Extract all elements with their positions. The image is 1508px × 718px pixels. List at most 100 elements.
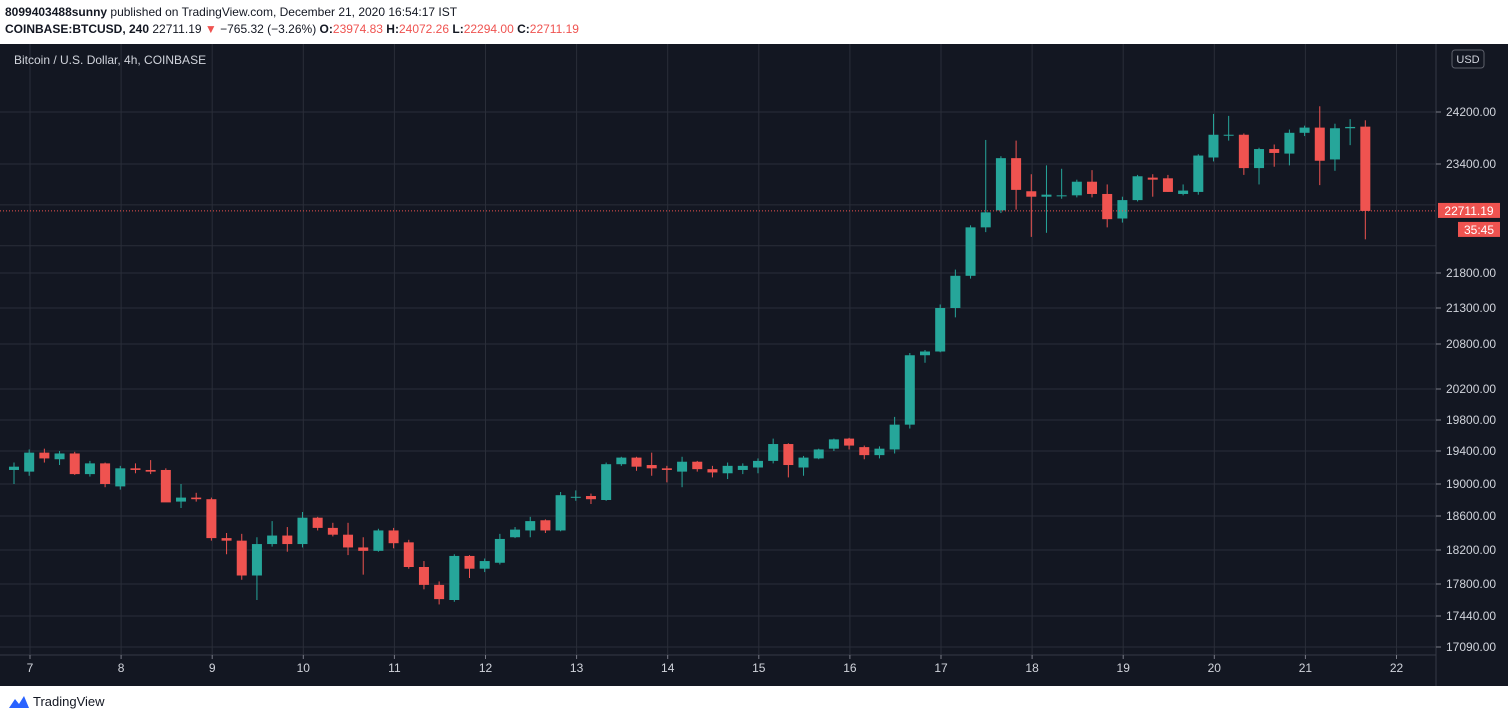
candle[interactable] bbox=[874, 446, 885, 459]
candle[interactable] bbox=[1314, 106, 1325, 186]
candle[interactable] bbox=[312, 516, 323, 531]
candle[interactable] bbox=[494, 533, 505, 565]
candle[interactable] bbox=[1026, 174, 1037, 237]
candle[interactable] bbox=[920, 350, 930, 363]
candle[interactable] bbox=[1329, 123, 1340, 171]
candle[interactable] bbox=[1269, 144, 1280, 167]
candle[interactable] bbox=[1299, 125, 1310, 137]
candle[interactable] bbox=[267, 521, 278, 547]
candle[interactable] bbox=[115, 465, 126, 490]
candle[interactable] bbox=[84, 460, 95, 477]
candle[interactable] bbox=[1284, 129, 1295, 166]
candle[interactable] bbox=[1056, 168, 1067, 199]
candle[interactable] bbox=[69, 451, 80, 475]
candle[interactable] bbox=[707, 465, 718, 478]
candle[interactable] bbox=[525, 516, 536, 538]
candle[interactable] bbox=[737, 463, 748, 475]
candle-body bbox=[1345, 126, 1356, 129]
candlestick-chart[interactable]: 17090.00 17440.00 17800.00 18200.00 18600.00… bbox=[0, 44, 1508, 686]
candle[interactable] bbox=[661, 465, 672, 483]
candle[interactable] bbox=[677, 456, 688, 488]
candle[interactable] bbox=[555, 492, 566, 532]
candle[interactable] bbox=[388, 527, 399, 549]
candle[interactable] bbox=[221, 533, 232, 555]
candle[interactable] bbox=[646, 452, 657, 476]
candle[interactable] bbox=[358, 537, 369, 575]
tradingview-brand[interactable]: TradingView bbox=[33, 694, 105, 709]
candle[interactable] bbox=[479, 558, 490, 573]
candle[interactable] bbox=[1087, 170, 1098, 198]
candle[interactable] bbox=[722, 462, 733, 480]
candle[interactable] bbox=[1345, 119, 1356, 146]
candle[interactable] bbox=[540, 519, 551, 533]
candle[interactable] bbox=[1011, 140, 1022, 210]
candle[interactable] bbox=[585, 493, 596, 504]
price-axis[interactable]: 17090.00 17440.00 17800.00 18200.00 18600.00… bbox=[1436, 105, 1496, 654]
candle[interactable] bbox=[251, 537, 262, 600]
candle[interactable] bbox=[434, 581, 445, 605]
candle[interactable] bbox=[9, 462, 19, 484]
candle[interactable] bbox=[904, 353, 915, 429]
candle[interactable] bbox=[39, 448, 50, 463]
candle[interactable] bbox=[236, 533, 247, 580]
candle[interactable] bbox=[24, 449, 35, 476]
candle[interactable] bbox=[343, 522, 354, 556]
candle[interactable] bbox=[1238, 133, 1249, 175]
publisher-username[interactable]: 8099403488sunny bbox=[5, 5, 108, 19]
candle[interactable] bbox=[1360, 120, 1371, 240]
candle[interactable] bbox=[813, 448, 824, 460]
candle[interactable] bbox=[1071, 179, 1082, 198]
candle[interactable] bbox=[631, 456, 642, 471]
candle[interactable] bbox=[1102, 184, 1113, 228]
candle[interactable] bbox=[449, 554, 460, 602]
candle[interactable] bbox=[1208, 113, 1219, 162]
candle[interactable] bbox=[601, 462, 612, 501]
candle[interactable] bbox=[616, 456, 627, 466]
candle[interactable] bbox=[570, 490, 581, 501]
candle[interactable] bbox=[752, 458, 763, 474]
candle[interactable] bbox=[950, 269, 961, 318]
currency-button[interactable]: USD bbox=[1451, 49, 1485, 69]
candle-body bbox=[798, 457, 809, 468]
candle[interactable] bbox=[798, 455, 809, 476]
candle[interactable] bbox=[965, 225, 976, 279]
candle[interactable] bbox=[1223, 115, 1234, 141]
candle[interactable] bbox=[1117, 196, 1128, 223]
candle[interactable] bbox=[418, 561, 429, 590]
candle[interactable] bbox=[1147, 174, 1158, 197]
candle[interactable] bbox=[995, 156, 1006, 214]
candle[interactable] bbox=[54, 451, 65, 466]
candle[interactable] bbox=[160, 468, 171, 503]
candle[interactable] bbox=[1193, 154, 1204, 195]
candle[interactable] bbox=[327, 522, 338, 537]
candle[interactable] bbox=[692, 460, 703, 472]
candle[interactable] bbox=[859, 445, 870, 460]
time-axis[interactable]: 7 8 9 10 11 12 13 14 15 16 17 18 19 20 21 22 bbox=[27, 655, 1404, 675]
chart-area[interactable]: 17090.00 17440.00 17800.00 18200.00 18600.00… bbox=[0, 44, 1508, 686]
candle[interactable] bbox=[373, 528, 384, 552]
candle[interactable] bbox=[176, 484, 187, 508]
candle[interactable] bbox=[1132, 174, 1143, 202]
candle[interactable] bbox=[1178, 184, 1189, 196]
candle[interactable] bbox=[935, 304, 946, 353]
candle[interactable] bbox=[768, 438, 779, 464]
candle[interactable] bbox=[1162, 174, 1173, 192]
candle[interactable] bbox=[145, 460, 156, 475]
candle[interactable] bbox=[297, 512, 308, 548]
candle[interactable] bbox=[783, 443, 794, 478]
low-label: L: bbox=[452, 22, 464, 36]
candle[interactable] bbox=[1041, 165, 1052, 233]
candle[interactable] bbox=[100, 462, 111, 488]
candle[interactable] bbox=[1254, 147, 1265, 185]
candle[interactable] bbox=[403, 539, 414, 569]
candle[interactable] bbox=[844, 437, 855, 450]
candle[interactable] bbox=[282, 527, 293, 552]
candle[interactable] bbox=[191, 492, 202, 502]
candle[interactable] bbox=[510, 527, 521, 539]
candle[interactable] bbox=[889, 416, 900, 454]
candle[interactable] bbox=[464, 555, 475, 579]
candle[interactable] bbox=[206, 497, 217, 541]
candle[interactable] bbox=[980, 139, 991, 233]
candle[interactable] bbox=[130, 463, 141, 474]
candle[interactable] bbox=[828, 438, 839, 451]
